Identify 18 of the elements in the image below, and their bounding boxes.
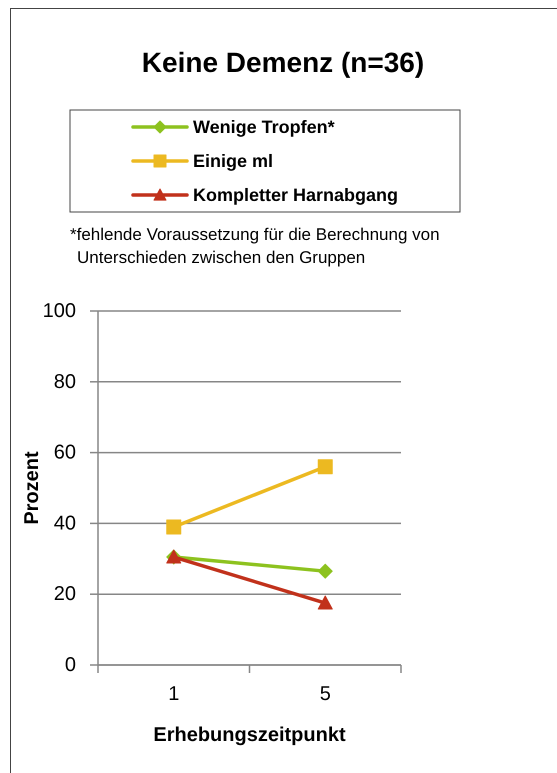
y-tick-label: 0: [64, 654, 76, 676]
x-tick-label: 5: [320, 683, 331, 705]
y-tick-label: 80: [54, 370, 76, 393]
legend-label: Einige ml: [193, 151, 274, 171]
point: [318, 564, 333, 579]
legend-label: Wenige Tropfen*: [193, 117, 335, 137]
y-tick-label: 40: [54, 512, 76, 534]
legend-label: Kompletter Harnabgang: [193, 185, 398, 205]
x-tick-label: 1: [168, 683, 180, 705]
text: *fehlende Voraussetzung für die Berechnung von Unterschieden zwischen den Gruppen: [70, 225, 440, 267]
y-tick-label: 20: [54, 583, 76, 606]
y-tick-label: 60: [54, 442, 76, 464]
point: [318, 459, 333, 474]
y-axis-title: Prozent: [21, 450, 43, 525]
x-axis-title: Erhebungszeitpunkt: [153, 724, 346, 746]
point: [166, 519, 182, 534]
chart-title: Keine Demenz (n=36): [142, 47, 424, 78]
y-tick-label: 100: [42, 300, 76, 322]
